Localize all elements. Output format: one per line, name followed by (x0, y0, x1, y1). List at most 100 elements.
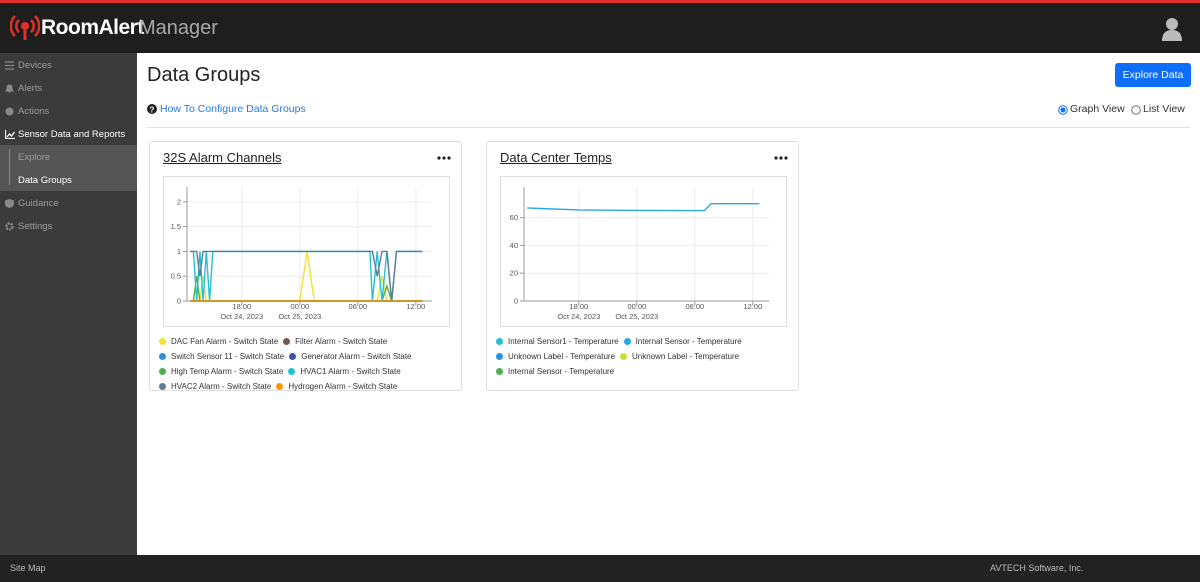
legend-swatch (283, 338, 291, 345)
svg-text:?: ? (150, 106, 155, 115)
top-bar: RoomAlert Manager (0, 0, 1200, 53)
x-tick-label: 12:00 (406, 302, 425, 311)
legend-label: Internal Sensor1 - Temperature (508, 337, 619, 346)
view-option[interactable]: Graph View (1070, 103, 1125, 115)
divider (147, 127, 1190, 128)
subnav-item[interactable]: Explore (0, 146, 137, 169)
legend-swatch (288, 368, 296, 375)
nav-item[interactable]: Guidance (0, 192, 137, 215)
nav-label: Data Groups (18, 175, 72, 186)
legend-item[interactable]: Hydrogen Alarm - Switch State (276, 379, 397, 394)
footer: Site Map AVTECH Software, Inc. (0, 555, 1200, 582)
menu-dot (784, 156, 788, 160)
view-option[interactable]: List View (1143, 103, 1185, 115)
y-tick-label: 1 (177, 247, 181, 256)
x-tick-label: 06:00 (348, 302, 367, 311)
legend-swatch (620, 353, 628, 360)
user-icon[interactable] (1161, 17, 1183, 41)
subnav-bg (0, 145, 137, 191)
subnav-item-active[interactable]: Data Groups (0, 169, 137, 192)
legend-label: Unknown Label - Temperature (508, 352, 616, 361)
legend-item[interactable]: Unknown Label - Temperature (620, 349, 739, 364)
help-link[interactable]: How To Configure Data Groups (160, 103, 306, 115)
series-line (190, 276, 423, 302)
series-line (190, 250, 423, 302)
legend-swatch (289, 353, 297, 360)
brand: RoomAlert (41, 16, 144, 39)
legend-swatch (496, 353, 503, 360)
legend-item[interactable]: HVAC2 Alarm - Switch State (159, 379, 271, 394)
legend-label: Filter Alarm - Switch State (295, 337, 388, 346)
legend-label: Generator Alarm - Switch State (301, 352, 412, 361)
legend-swatch (623, 338, 631, 345)
nav-item-active[interactable]: Sensor Data and Reports (0, 123, 137, 146)
card-title[interactable]: 32S Alarm Channels (163, 150, 282, 165)
menu-dot (779, 156, 783, 160)
x-tick-label: 12:00 (743, 302, 762, 311)
y-tick-label: 60 (510, 213, 518, 222)
card-menu[interactable] (437, 155, 453, 161)
nav-label: Devices (18, 60, 52, 71)
y-tick-label: 40 (510, 241, 518, 250)
data-group-card: Data Center Temps 0 20 40 60 18:00 Oct 24, 202… (486, 141, 799, 391)
legend-swatch (276, 383, 284, 390)
card-menu[interactable] (774, 155, 790, 161)
x-tick-label: Oct 25, 2023 (278, 312, 321, 321)
copyright: AVTECH Software, Inc. (990, 563, 1084, 573)
legend-item[interactable]: Internal Sensor - Temperature (623, 334, 742, 349)
nav-label: Settings (18, 221, 53, 232)
legend-swatch (159, 383, 166, 390)
chart-box: 0 0.5 1 1.5 2 18:00 Oct 24, 2023 00:00 Oct 25, 2… (163, 176, 450, 327)
nav-item[interactable]: Alerts (0, 77, 137, 100)
legend-label: Switch Sensor 11 - Switch State (171, 352, 285, 361)
menu-dot (774, 156, 778, 160)
radio-selected[interactable] (1058, 105, 1068, 115)
y-tick-label: 20 (510, 269, 518, 278)
legend-item[interactable]: High Temp Alarm - Switch State (159, 364, 283, 379)
x-tick-label: 18:00 (569, 302, 588, 311)
nav-label: Guidance (18, 198, 59, 209)
nav-item[interactable]: Settings (0, 215, 137, 238)
x-tick-label: Oct 24, 2023 (220, 312, 263, 321)
legend: Internal Sensor1 - Temperature Internal S… (496, 334, 796, 379)
legend-item[interactable]: HVAC1 Alarm - Switch State (288, 364, 401, 379)
series-line (527, 203, 760, 212)
x-tick-label: 00:00 (627, 302, 646, 311)
explore-button[interactable]: Explore Data (1115, 63, 1191, 87)
legend-label: DAC Fan Alarm - Switch State (171, 337, 279, 346)
x-tick-label: Oct 25, 2023 (615, 312, 658, 321)
nav-label: Alerts (18, 83, 43, 94)
y-tick-label: 0 (177, 297, 181, 306)
menu-dot (437, 156, 441, 160)
x-tick-label: Oct 24, 2023 (557, 312, 600, 321)
radio[interactable] (1131, 105, 1141, 115)
x-tick-label: 00:00 (290, 302, 309, 311)
legend-item[interactable]: Generator Alarm - Switch State (289, 349, 412, 364)
site-map-link[interactable]: Site Map (10, 563, 46, 573)
x-tick-label: 06:00 (685, 302, 704, 311)
legend-item[interactable]: Internal Sensor - Temperature (496, 364, 614, 379)
legend-item[interactable]: Filter Alarm - Switch State (283, 334, 387, 349)
legend-item[interactable]: Unknown Label - Temperature (496, 349, 615, 364)
legend-swatch (159, 353, 166, 360)
product-name: Manager (139, 17, 218, 39)
legend-item[interactable]: Internal Sensor1 - Temperature (496, 334, 619, 349)
subnav-line (9, 149, 10, 185)
legend-item[interactable]: DAC Fan Alarm - Switch State (159, 334, 278, 349)
nav-item[interactable]: Actions (0, 100, 137, 123)
y-tick-label: 0 (514, 297, 518, 306)
logo-icon (10, 15, 40, 40)
legend-swatch (159, 338, 166, 345)
nav-item[interactable]: Devices (0, 54, 137, 77)
menu-dot (442, 156, 446, 160)
y-tick-label: 1.5 (171, 222, 181, 231)
legend: DAC Fan Alarm - Switch State Filter Alarm… (159, 334, 459, 394)
legend-item[interactable]: Switch Sensor 11 - Switch State (159, 349, 284, 364)
menu-dot (447, 156, 451, 160)
legend-label: HVAC2 Alarm - Switch State (171, 382, 272, 391)
card-title[interactable]: Data Center Temps (500, 150, 612, 165)
help-icon: ? (147, 104, 157, 114)
